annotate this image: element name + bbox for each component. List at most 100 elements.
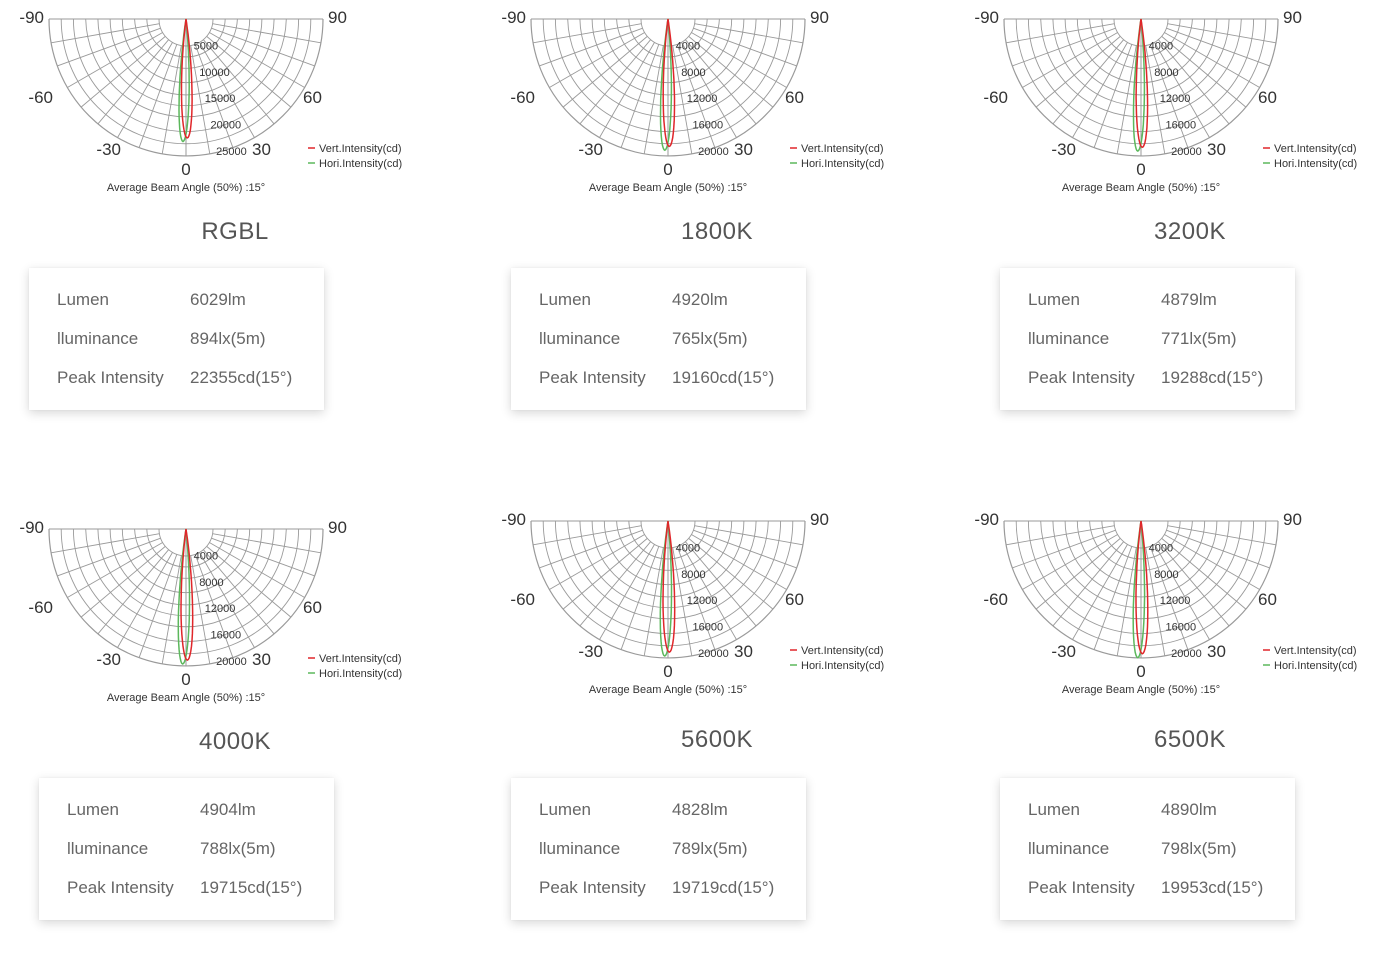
spec-label: Lumen (67, 800, 119, 819)
grid-spoke (693, 27, 797, 67)
grid-spoke (1116, 547, 1137, 656)
spec-label: Peak Intensity (1028, 878, 1135, 897)
grid-spoke (1072, 544, 1128, 640)
angle-label: 90 (1283, 510, 1302, 529)
radial-tick-label: 20000 (698, 648, 729, 660)
angle-label: 90 (328, 8, 347, 27)
spec-value: 19288cd(15°) (1161, 368, 1264, 387)
grid-spoke (190, 555, 211, 664)
grid-spoke (97, 549, 169, 635)
grid-spoke (1006, 525, 1115, 546)
radial-tick-label: 16000 (211, 630, 242, 642)
vert-intensity-curve (1135, 18, 1149, 149)
photometric-panel: -90 -60 -30 0 30 60 90 4000 8000 12000 16000 20000 V… (955, 0, 1393, 460)
legend-label-vert: Vert.Intensity(cd) (319, 653, 402, 665)
spec-label: Lumen (539, 290, 591, 309)
grid-spoke (51, 23, 160, 44)
polar-chart: -90 -60 -30 0 30 60 90 4000 8000 12000 16000 20000 V… (19, 518, 402, 704)
grid-spoke (1022, 32, 1118, 88)
grid-spoke (533, 525, 642, 546)
photometric-panel: -90 -60 -30 0 30 60 90 4000 8000 12000 16000 20000 V… (482, 502, 952, 962)
legend-label-hori: Hori.Intensity(cd) (1274, 660, 1357, 672)
grid-spoke (688, 36, 774, 108)
beam-angle-caption: Average Beam Angle (50%) :15° (1062, 684, 1220, 696)
grid-spoke (539, 529, 643, 569)
vert-intensity-curve (180, 18, 193, 139)
grid-spoke (67, 32, 163, 88)
grid-spoke (643, 547, 664, 656)
grid-spoke (691, 534, 787, 590)
grid-spoke (599, 42, 655, 138)
angle-label: -90 (19, 8, 44, 27)
spec-value: 19719cd(15°) (672, 878, 775, 897)
grid-spoke (1093, 44, 1133, 148)
grid-spoke (80, 546, 166, 618)
radial-tick-label: 4000 (1149, 40, 1173, 52)
spec-label: lluminance (539, 329, 621, 348)
radial-tick-label: 20000 (1171, 648, 1202, 660)
grid-spoke (80, 36, 166, 108)
grid-spoke (681, 42, 737, 138)
spec-label: Peak Intensity (539, 878, 646, 897)
grid-spoke (1166, 27, 1270, 67)
spec-card: Lumen 4920lm lluminance 765lx(5m) Peak I… (511, 268, 806, 410)
grid-spoke (211, 537, 315, 577)
spec-card: Lumen 4904lm lluminance 788lx(5m) Peak I… (39, 778, 334, 920)
hori-intensity-curve (1132, 18, 1146, 153)
grid-spoke (688, 538, 774, 610)
grid-spoke (209, 32, 305, 88)
vert-intensity-curve (662, 18, 676, 148)
grid-spoke (672, 547, 693, 656)
grid-spoke (1012, 27, 1116, 67)
panel-title: 5600K (681, 726, 753, 753)
radial-tick-label: 4000 (1149, 542, 1173, 554)
legend-label-vert: Vert.Intensity(cd) (801, 143, 884, 155)
radial-tick-label: 12000 (687, 93, 718, 105)
grid-spoke (1158, 39, 1230, 125)
grid-spoke (672, 45, 693, 154)
grid-spoke (1145, 45, 1166, 154)
grid-spoke (685, 39, 757, 125)
angle-label: 60 (1258, 88, 1277, 107)
angle-label: 90 (810, 8, 829, 27)
vert-intensity-curve (180, 528, 194, 661)
hori-intensity-curve (178, 18, 190, 143)
radial-tick-label: 16000 (693, 622, 724, 634)
angle-label: 0 (181, 160, 190, 179)
grid-spoke (199, 552, 255, 648)
legend-label-vert: Vert.Intensity(cd) (1274, 143, 1357, 155)
grid-spoke (1145, 547, 1166, 656)
angle-label: -90 (501, 510, 526, 529)
hori-intensity-curve (177, 528, 191, 665)
radial-tick-label: 8000 (1154, 67, 1178, 79)
grid-spoke (67, 542, 163, 598)
grid-spoke (138, 554, 178, 658)
angle-label: -30 (96, 650, 121, 669)
radial-tick-label: 20000 (1171, 146, 1202, 158)
spec-label: lluminance (67, 839, 149, 858)
angle-label: 90 (810, 510, 829, 529)
beam-angle-caption: Average Beam Angle (50%) :15° (1062, 182, 1220, 194)
spec-value: 771lx(5m) (1161, 329, 1237, 348)
angle-label: -60 (983, 590, 1008, 609)
polar-chart: -90 -60 -30 0 30 60 90 4000 8000 12000 16000 20000 V… (501, 8, 884, 194)
spec-label: lluminance (1028, 329, 1110, 348)
grid-spoke (620, 546, 660, 650)
angle-label: 0 (1136, 662, 1145, 681)
angle-label: -30 (578, 642, 603, 661)
grid-spoke (681, 544, 737, 640)
polar-chart: -90 -60 -30 0 30 60 90 4000 8000 12000 16000 20000 V… (501, 510, 884, 696)
angle-label: -60 (983, 88, 1008, 107)
spec-label: Peak Intensity (539, 368, 646, 387)
grid-spoke (1052, 541, 1124, 627)
radial-tick-label: 4000 (676, 40, 700, 52)
spec-value: 4828lm (672, 800, 728, 819)
angle-label: 60 (1258, 590, 1277, 609)
grid-spoke (562, 36, 648, 108)
beam-angle-caption: Average Beam Angle (50%) :15° (589, 182, 747, 194)
panel-title: 6500K (1154, 726, 1226, 753)
angle-label: 30 (734, 140, 753, 159)
angle-label: 30 (1207, 140, 1226, 159)
radial-tick-label: 8000 (681, 67, 705, 79)
grid-spoke (138, 44, 178, 148)
